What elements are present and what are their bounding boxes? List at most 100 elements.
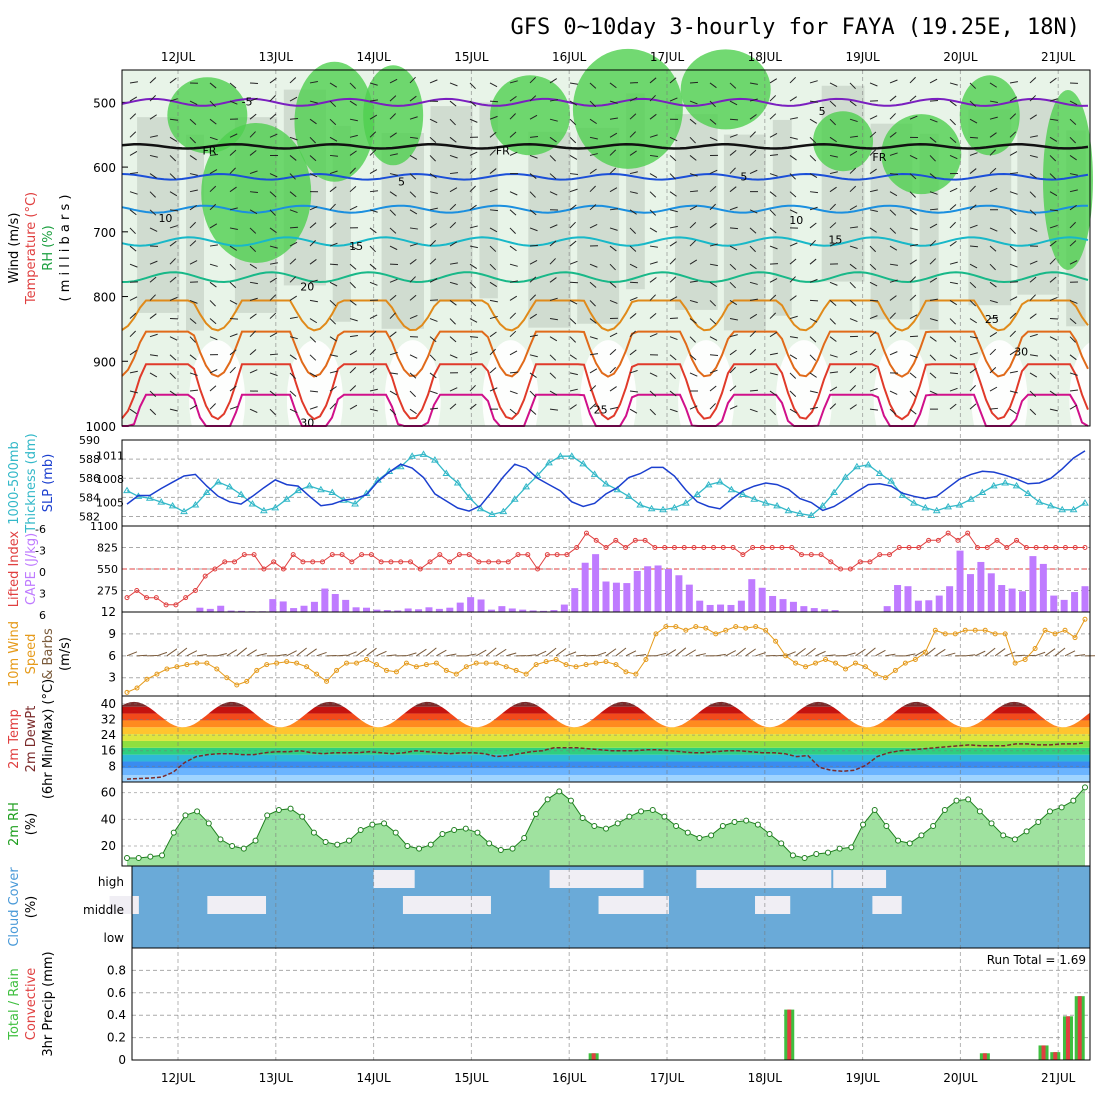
wind-barb xyxy=(369,99,378,102)
wind-barb xyxy=(509,227,516,234)
cape-bar xyxy=(571,588,579,612)
wind-point xyxy=(513,667,519,673)
isotherm-line xyxy=(121,172,1089,181)
wind-barb xyxy=(569,372,578,376)
wind-barb xyxy=(489,209,499,212)
wind-barb xyxy=(1029,390,1037,397)
wind-barb xyxy=(569,388,578,392)
run-total-label: Run Total = 1.69 xyxy=(987,953,1086,967)
wind-barb xyxy=(869,115,878,120)
wind-barb xyxy=(309,354,317,361)
wind-point xyxy=(773,638,779,644)
thickness-point xyxy=(476,504,485,512)
wind-barb xyxy=(229,149,237,156)
wind-barb xyxy=(1009,296,1018,301)
wind-barb xyxy=(589,403,597,410)
rh-point xyxy=(299,813,306,820)
wind-barb xyxy=(689,136,696,144)
wind-barb xyxy=(509,209,517,216)
wind-barb xyxy=(429,136,437,144)
wind-barb xyxy=(229,100,238,105)
li-point xyxy=(271,559,277,565)
wind-barb xyxy=(829,100,837,107)
wind-barb xyxy=(989,245,997,252)
wind-barb xyxy=(769,132,778,138)
wind-barb xyxy=(449,318,456,325)
wind-barb xyxy=(789,96,797,102)
wind-barb xyxy=(929,155,936,162)
dry-plume xyxy=(775,340,832,461)
wind-barb xyxy=(429,354,436,361)
rh-moist-blob xyxy=(1042,90,1093,271)
wind-barb xyxy=(409,95,417,102)
wind-barb xyxy=(249,245,257,253)
wind-barb xyxy=(709,100,716,108)
rh-point xyxy=(275,807,282,813)
wind-barb xyxy=(269,77,277,84)
wind-barb xyxy=(309,100,318,104)
wind-barb xyxy=(129,227,136,235)
wind-barb xyxy=(909,76,916,84)
wind-barb xyxy=(389,331,397,338)
wind-barb xyxy=(869,315,878,320)
rh-point xyxy=(404,843,411,849)
wind-barb xyxy=(549,354,557,361)
page-title: GFS 0~10day 3-hourly for FAYA (19.25E, 1… xyxy=(510,15,1080,40)
temp-band xyxy=(122,740,1090,748)
wind-barb xyxy=(1049,354,1057,361)
wind-barb xyxy=(1029,333,1038,338)
wind-barb xyxy=(689,318,697,324)
wind-barb xyxy=(329,203,336,211)
wind-barb xyxy=(549,173,557,180)
wind-barb xyxy=(869,131,877,138)
cape-bar xyxy=(217,605,225,612)
wind-barb xyxy=(269,95,276,102)
wind-barb xyxy=(729,349,737,356)
surface-barb xyxy=(196,653,207,657)
wind-barb xyxy=(949,82,958,86)
wind-barb xyxy=(1069,221,1076,229)
rh-point xyxy=(708,832,715,839)
wind-barb xyxy=(629,330,636,338)
surface-barb xyxy=(316,651,327,657)
wind-barb xyxy=(249,263,258,269)
wind-barb xyxy=(389,78,398,84)
wind-barb xyxy=(929,372,937,379)
wind-barb xyxy=(269,294,277,301)
y-axis-label: 2m Temp xyxy=(7,709,22,769)
wind-barb xyxy=(909,209,917,215)
wind-barb xyxy=(229,133,238,138)
rh-point xyxy=(264,812,271,819)
y-axis-label: RH (%) xyxy=(41,225,56,270)
wind-barb xyxy=(289,390,297,397)
wind-barb xyxy=(1069,354,1077,361)
rh-point xyxy=(1082,784,1088,791)
surface-barb xyxy=(156,651,168,657)
cape-bar xyxy=(477,599,485,612)
wind-barb xyxy=(209,136,218,141)
wind-point xyxy=(833,660,839,666)
wind-barb xyxy=(489,299,498,303)
wind-point xyxy=(683,627,689,633)
wind-barb xyxy=(789,408,798,414)
cape-bar xyxy=(404,608,412,612)
wind-barb xyxy=(169,390,177,396)
wind-barb xyxy=(1009,191,1018,195)
wind-barb xyxy=(169,209,178,212)
precip-tick-label: 0.8 xyxy=(107,963,126,977)
surface-barb xyxy=(526,654,537,657)
wind-barb xyxy=(129,349,137,356)
surface-barb xyxy=(635,654,647,657)
wind-barb xyxy=(589,263,598,268)
wind-barb xyxy=(889,331,897,338)
wind-barb xyxy=(689,190,699,193)
li-point xyxy=(417,566,423,572)
wind-barb xyxy=(849,185,857,193)
wind-barb xyxy=(929,191,938,195)
wind-barb xyxy=(589,336,598,340)
wind-barb xyxy=(329,118,337,126)
wind-barb xyxy=(369,281,378,286)
wind-barb xyxy=(989,348,997,356)
li-point xyxy=(202,573,208,579)
wind-barb xyxy=(369,330,377,338)
